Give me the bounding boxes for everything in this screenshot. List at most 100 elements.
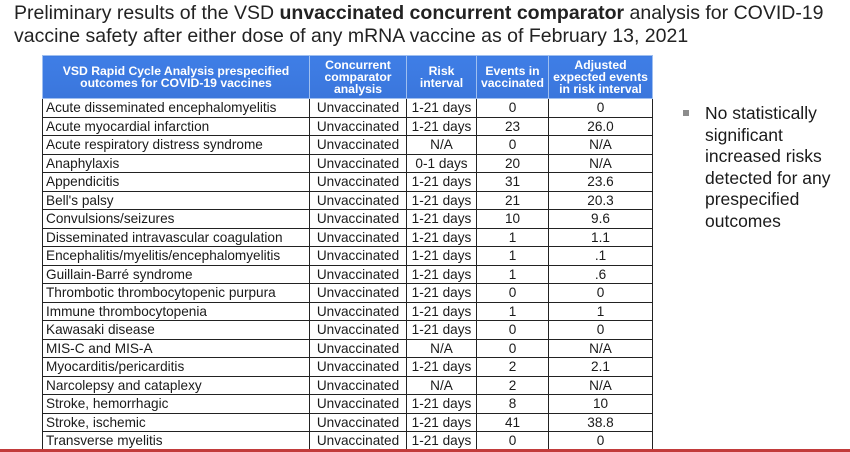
cell-expected-events: .6 <box>548 264 653 284</box>
table-row: Anaphylaxis Unvaccinated 0-1 days 20 N/A <box>42 153 653 173</box>
table-row: Kawasaki disease Unvaccinated 1-21 days 0 0 <box>42 320 653 340</box>
cell-risk-interval: 0-1 days <box>406 153 477 173</box>
cell-risk-interval: 1-21 days <box>406 264 477 284</box>
cell-events-vaccinated: 0 <box>476 320 549 340</box>
table-row: Narcolepsy and cataplexy Unvaccinated N/A 2… <box>42 375 653 395</box>
cell-events-vaccinated: 0 <box>476 283 549 303</box>
cell-expected-events: 1.1 <box>548 227 653 247</box>
cell-risk-interval: 1-21 days <box>406 412 477 432</box>
cell-expected-events: 38.8 <box>548 412 653 432</box>
cell-outcome: Acute respiratory distress syndrome <box>42 135 310 155</box>
cell-outcome: MIS-C and MIS-A <box>42 338 310 358</box>
cell-events-vaccinated: 1 <box>476 227 549 247</box>
cell-outcome: Appendicitis <box>42 172 310 192</box>
table-row: Stroke, ischemic Unvaccinated 1-21 days 41 3… <box>42 412 653 432</box>
cell-risk-interval: 1-21 days <box>406 172 477 192</box>
cell-risk-interval: 1-21 days <box>406 116 477 136</box>
cell-events-vaccinated: 20 <box>476 153 549 173</box>
cell-expected-events: 0 <box>548 283 653 303</box>
slide-title: Preliminary results of the VSD unvaccina… <box>14 2 844 48</box>
cell-outcome: Acute myocardial infarction <box>42 116 310 136</box>
cell-events-vaccinated: 2 <box>476 357 549 377</box>
title-part-2: analysis for COVID-19 vaccine safety aft… <box>14 2 824 47</box>
cell-comparator: Unvaccinated <box>309 227 407 247</box>
cell-risk-interval: 1-21 days <box>406 98 477 118</box>
cell-outcome: Convulsions/seizures <box>42 209 310 229</box>
cell-expected-events: .1 <box>548 246 653 266</box>
table-row: MIS-C and MIS-A Unvaccinated N/A 0 N/A <box>42 338 653 358</box>
cell-comparator: Unvaccinated <box>309 135 407 155</box>
cell-risk-interval: 1-21 days <box>406 209 477 229</box>
table-row: Acute respiratory distress syndrome Unvac… <box>42 135 653 155</box>
header-risk-interval: Risk interval <box>406 55 477 99</box>
cell-outcome: Guillain-Barré syndrome <box>42 264 310 284</box>
cell-comparator: Unvaccinated <box>309 357 407 377</box>
cell-expected-events: 0 <box>548 98 653 118</box>
cell-risk-interval: 1-21 days <box>406 227 477 247</box>
cell-events-vaccinated: 1 <box>476 246 549 266</box>
cell-risk-interval: 1-21 days <box>406 357 477 377</box>
cell-expected-events: 2.1 <box>548 357 653 377</box>
bullet-square-icon <box>683 110 689 116</box>
cell-events-vaccinated: 0 <box>476 98 549 118</box>
cell-expected-events: N/A <box>548 135 653 155</box>
cell-expected-events: 1 <box>548 301 653 321</box>
cell-risk-interval: N/A <box>406 375 477 395</box>
cell-risk-interval: N/A <box>406 135 477 155</box>
table-row: Acute disseminated encephalomyelitis Unva… <box>42 98 653 118</box>
cell-expected-events: 23.6 <box>548 172 653 192</box>
cell-outcome: Thrombotic thrombocytopenic purpura <box>42 283 310 303</box>
table-row: Myocarditis/pericarditis Unvaccinated 1-21… <box>42 357 653 377</box>
cell-outcome: Disseminated intravascular coagulation <box>42 227 310 247</box>
cell-risk-interval: 1-21 days <box>406 190 477 210</box>
cell-outcome: Acute disseminated encephalomyelitis <box>42 98 310 118</box>
cell-outcome: Bell's palsy <box>42 190 310 210</box>
cell-risk-interval: 1-21 days <box>406 320 477 340</box>
table-row: Acute myocardial infarction Unvaccinated 1… <box>42 116 653 136</box>
cell-risk-interval: 1-21 days <box>406 394 477 414</box>
cell-events-vaccinated: 1 <box>476 301 549 321</box>
table-row: Guillain-Barré syndrome Unvaccinated 1-21 … <box>42 264 653 284</box>
table-row: Encephalitis/myelitis/encephalomyelitis U… <box>42 246 653 266</box>
cell-comparator: Unvaccinated <box>309 190 407 210</box>
cell-comparator: Unvaccinated <box>309 394 407 414</box>
cell-risk-interval: 1-21 days <box>406 301 477 321</box>
table-row: Thrombotic thrombocytopenic purpura Unvac… <box>42 283 653 303</box>
cell-comparator: Unvaccinated <box>309 246 407 266</box>
cell-comparator: Unvaccinated <box>309 116 407 136</box>
cell-events-vaccinated: 23 <box>476 116 549 136</box>
cell-events-vaccinated: 41 <box>476 412 549 432</box>
header-comparator: Concurrent comparator analysis <box>309 55 407 99</box>
title-bold-part: unvaccinated concurrent comparator <box>279 2 625 24</box>
outcomes-table-container: VSD Rapid Cycle Analysis prespecified ou… <box>42 55 653 451</box>
table-row: Immune thrombocytopenia Unvaccinated 1-21 … <box>42 301 653 321</box>
table-body: Acute disseminated encephalomyelitis Unva… <box>42 98 653 451</box>
cell-comparator: Unvaccinated <box>309 264 407 284</box>
bottom-accent-line <box>0 449 850 452</box>
cell-comparator: Unvaccinated <box>309 375 407 395</box>
cell-outcome: Transverse myelitis <box>42 431 310 451</box>
table-row: Stroke, hemorrhagic Unvaccinated 1-21 days… <box>42 394 653 414</box>
cell-outcome: Immune thrombocytopenia <box>42 301 310 321</box>
cell-expected-events: N/A <box>548 153 653 173</box>
cell-risk-interval: 1-21 days <box>406 431 477 451</box>
header-expected-events: Adjusted expected events in risk interva… <box>548 55 653 99</box>
header-events-vaccinated: Events in vaccinated <box>476 55 549 99</box>
summary-bullet-text: No statistically significant increased r… <box>705 103 831 231</box>
cell-outcome: Narcolepsy and cataplexy <box>42 375 310 395</box>
cell-events-vaccinated: 2 <box>476 375 549 395</box>
cell-outcome: Kawasaki disease <box>42 320 310 340</box>
table-row: Convulsions/seizures Unvaccinated 1-21 day… <box>42 209 653 229</box>
summary-bullet: No statistically significant increased r… <box>683 103 843 232</box>
cell-comparator: Unvaccinated <box>309 283 407 303</box>
cell-events-vaccinated: 8 <box>476 394 549 414</box>
cell-expected-events: 0 <box>548 431 653 451</box>
table-row: Disseminated intravascular coagulation Un… <box>42 227 653 247</box>
table-row: Appendicitis Unvaccinated 1-21 days 31 23.6 <box>42 172 653 192</box>
cell-events-vaccinated: 21 <box>476 190 549 210</box>
cell-outcome: Stroke, hemorrhagic <box>42 394 310 414</box>
cell-events-vaccinated: 0 <box>476 135 549 155</box>
cell-comparator: Unvaccinated <box>309 209 407 229</box>
cell-comparator: Unvaccinated <box>309 301 407 321</box>
cell-events-vaccinated: 31 <box>476 172 549 192</box>
